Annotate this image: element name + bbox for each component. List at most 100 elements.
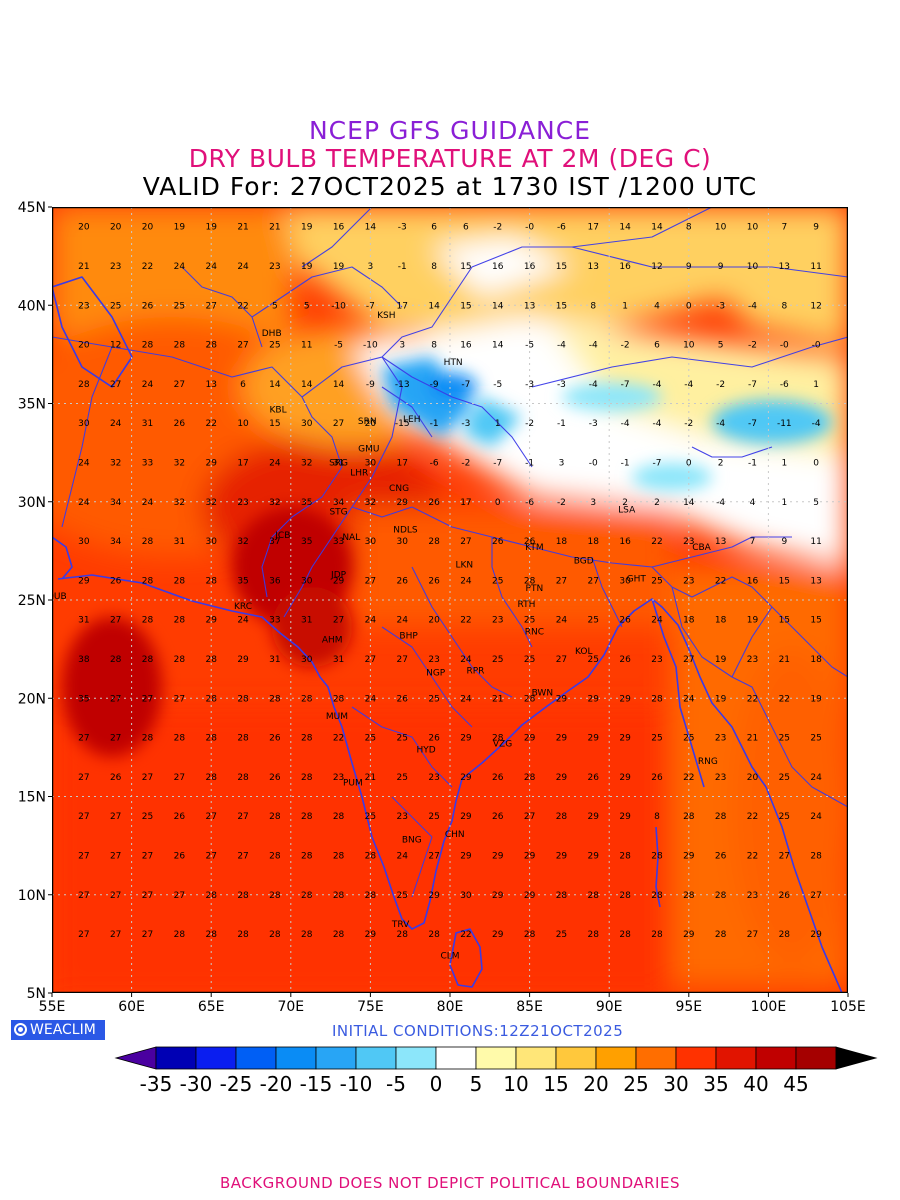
- temperature-value: 31: [301, 616, 312, 626]
- station-label-jcb: JCB: [274, 531, 290, 541]
- temperature-value: 25: [524, 616, 535, 626]
- temperature-values: 20 20 20 19 19 21 21 19 16 14 -3 6 6 -2 -0 -6 17 14 14 8 10 1…: [78, 223, 822, 940]
- temperature-value: -7: [461, 380, 470, 390]
- temperature-value: 28: [205, 576, 217, 586]
- temperature-value: 15: [779, 616, 790, 626]
- colorbar-label: 40: [743, 1072, 768, 1096]
- temperature-value: -4: [748, 301, 757, 311]
- temperature-value: 27: [142, 773, 153, 783]
- temperature-value: 5: [718, 341, 724, 351]
- temperature-value: 24: [397, 616, 409, 626]
- temperature-value: 20: [428, 616, 440, 626]
- temperature-value: 27: [205, 301, 216, 311]
- temperature-value: 28: [205, 930, 217, 940]
- temperature-value: 28: [142, 616, 154, 626]
- temperature-value: 28: [78, 380, 90, 390]
- temperature-value: 28: [142, 537, 154, 547]
- station-label-leh: LEH: [403, 415, 420, 425]
- temperature-value: 29: [556, 734, 568, 744]
- temperature-value: 30: [205, 537, 217, 547]
- temperature-value: 14: [428, 301, 440, 311]
- temperature-value: 32: [174, 458, 185, 468]
- temperature-value: 33: [333, 537, 344, 547]
- temperature-value: 28: [301, 734, 313, 744]
- temperature-value: 26: [269, 773, 281, 783]
- temperature-value: 28: [651, 891, 663, 901]
- temperature-value: 21: [492, 694, 503, 704]
- temperature-value: -7: [366, 301, 375, 311]
- temperature-value: 28: [205, 341, 217, 351]
- temperature-value: 14: [333, 380, 345, 390]
- temperature-value: 25: [810, 734, 821, 744]
- temperature-value: 19: [810, 694, 822, 704]
- temperature-value: 16: [460, 341, 472, 351]
- temperature-value: 28: [142, 576, 154, 586]
- colorbar-swatch: [155, 1046, 197, 1070]
- temperature-value: 7: [750, 537, 756, 547]
- temperature-value: 7: [781, 223, 787, 233]
- temperature-value: 22: [683, 773, 694, 783]
- temperature-value: 24: [810, 773, 822, 783]
- temperature-value: 30: [365, 458, 377, 468]
- temperature-value: 27: [683, 655, 694, 665]
- temperature-value: 29: [460, 851, 472, 861]
- station-label-bng: BNG: [402, 836, 422, 846]
- temperature-value: 8: [654, 812, 660, 822]
- temperature-value: 25: [588, 616, 599, 626]
- temperature-value: 25: [269, 341, 280, 351]
- temperature-value: 29: [556, 694, 568, 704]
- temperature-value: 31: [174, 537, 185, 547]
- temperature-value: 0: [686, 301, 692, 311]
- temperature-value: 18: [683, 616, 695, 626]
- temperature-value: 29: [588, 851, 600, 861]
- temperature-value: 27: [205, 812, 216, 822]
- temperature-value: -9: [430, 380, 439, 390]
- temperature-value: -4: [716, 498, 725, 508]
- temperature-value: -0: [589, 458, 598, 468]
- temperature-value: 26: [619, 616, 631, 626]
- temperature-value: 30: [365, 537, 377, 547]
- temperature-value: -6: [525, 498, 534, 508]
- temperature-value: 35: [301, 498, 312, 508]
- station-label-ptn: PTN: [526, 584, 544, 594]
- temperature-value: 28: [333, 694, 345, 704]
- temperature-value: 25: [651, 576, 662, 586]
- temperature-value: 28: [779, 930, 791, 940]
- temperature-value: 27: [174, 891, 185, 901]
- temperature-value: 5: [272, 301, 278, 311]
- temperature-value: 25: [397, 773, 408, 783]
- temperature-value: 24: [460, 655, 472, 665]
- temperature-value: -2: [748, 341, 757, 351]
- temperature-value: 32: [110, 458, 121, 468]
- temperature-value: 0: [813, 458, 819, 468]
- colorbar-low-arrow: [114, 1046, 157, 1070]
- colorbar-swatch: [675, 1046, 717, 1070]
- temperature-value: 24: [237, 616, 249, 626]
- title-line3-valid-time: VALID For: 27OCT2025 at 1730 IST /1200 U…: [142, 172, 758, 201]
- temperature-value: 10: [747, 262, 759, 272]
- temperature-value: 28: [142, 341, 154, 351]
- temperature-value: 4: [750, 498, 756, 508]
- temperature-value: 28: [205, 655, 217, 665]
- temperature-value: 24: [556, 616, 568, 626]
- lat-tick-label: 35N: [18, 397, 46, 413]
- temperature-value: 6: [654, 341, 660, 351]
- temperature-value: 16: [747, 576, 759, 586]
- temperature-value: 14: [651, 223, 663, 233]
- temperature-value: 0: [686, 458, 692, 468]
- colorbar-label: 25: [623, 1072, 648, 1096]
- temperature-value: 26: [174, 812, 186, 822]
- temperature-value: 28: [205, 773, 217, 783]
- temperature-value: 28: [174, 616, 186, 626]
- lat-tick-label: 10N: [18, 888, 46, 904]
- colorbar-label: 15: [543, 1072, 568, 1096]
- temperature-value: 13: [205, 380, 216, 390]
- temperature-value: 28: [237, 773, 249, 783]
- temperature-value: 28: [174, 930, 186, 940]
- temperature-value: 28: [110, 655, 122, 665]
- temperature-value: 29: [205, 616, 217, 626]
- temperature-value: 27: [78, 734, 89, 744]
- temperature-value: 28: [269, 812, 281, 822]
- temperature-value: 29: [619, 734, 631, 744]
- temperature-value: 29: [78, 576, 90, 586]
